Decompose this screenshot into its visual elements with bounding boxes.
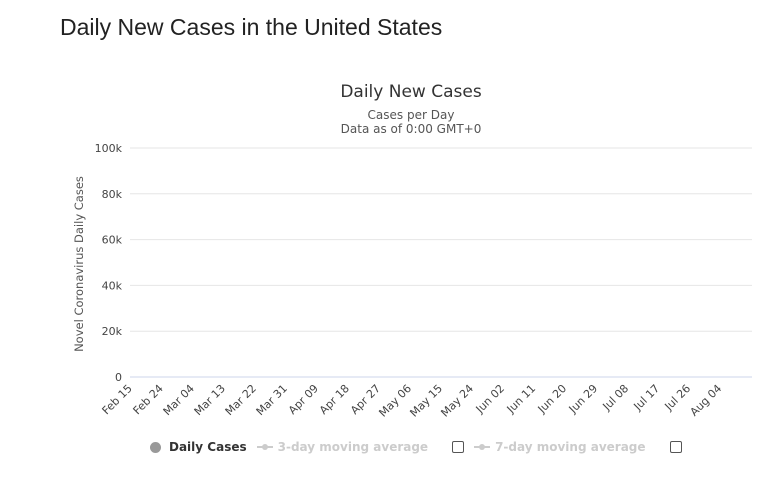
- x-tick-label: Jun 11: [504, 382, 538, 416]
- legend-item-3-day-average[interactable]: 3-day moving average: [256, 440, 429, 454]
- x-tick-label: Feb 15: [100, 382, 135, 417]
- line-marker-icon: [256, 442, 273, 452]
- chart-title: Daily New Cases: [340, 82, 482, 102]
- legend-label-daily-cases: Daily Cases: [169, 440, 247, 454]
- legend-item-7-day-average[interactable]: 7-day moving average: [474, 440, 646, 454]
- legend-label-7-day-average: 7-day moving average: [495, 440, 646, 454]
- chart-subtitle-line-2: Data as of 0:00 GMT+0: [341, 122, 482, 136]
- chart-subtitle-line-1: Cases per Day: [368, 108, 455, 122]
- x-tick-label: Jul 17: [631, 382, 663, 414]
- x-tick-label: Apr 18: [317, 382, 352, 417]
- daily-cases-marker-icon: [150, 441, 161, 453]
- legend-item-daily-cases[interactable]: Daily Cases: [150, 440, 247, 454]
- x-tick-label: Mar 22: [223, 382, 259, 418]
- x-tick-label: May 24: [438, 382, 476, 420]
- legend-label-3-day-average: 3-day moving average: [277, 440, 429, 454]
- x-tick-label: May 06: [376, 382, 414, 420]
- x-tick-label: Aug 04: [688, 382, 725, 419]
- y-tick-label: 20k: [102, 325, 123, 338]
- x-tick-label: Jul 08: [600, 382, 632, 414]
- x-tick-label: Mar 13: [192, 382, 228, 418]
- x-tick-label: May 15: [407, 382, 445, 420]
- line-marker-icon: [474, 442, 491, 452]
- x-tick-label: Apr 09: [286, 382, 321, 417]
- 3-day-average-checkbox[interactable]: [452, 441, 465, 453]
- y-axis-label: Novel Coronavirus Daily Cases: [72, 176, 86, 352]
- x-tick-label: Jun 20: [535, 382, 569, 416]
- x-tick-label: Jun 29: [566, 382, 600, 416]
- y-tick-label: 100k: [95, 142, 123, 155]
- grid-lines: [130, 147, 752, 378]
- 7-day-average-checkbox[interactable]: [669, 441, 682, 453]
- x-tick-label: Mar 31: [254, 382, 290, 418]
- x-tick-label: Feb 24: [131, 382, 166, 417]
- chart-legend: Daily Cases 3-day moving average 7-day m…: [150, 437, 692, 457]
- y-tick-label: 0: [115, 371, 122, 384]
- x-tick-label: Jun 02: [473, 382, 507, 416]
- y-tick-label: 40k: [102, 279, 123, 292]
- x-tick-label: Mar 04: [161, 382, 197, 418]
- y-axis-ticks: 0 20k 40k 60k 80k 100k: [95, 142, 123, 384]
- y-tick-label: 60k: [102, 234, 123, 247]
- page-title: Daily New Cases in the United States: [60, 14, 443, 40]
- y-tick-label: 80k: [102, 188, 123, 201]
